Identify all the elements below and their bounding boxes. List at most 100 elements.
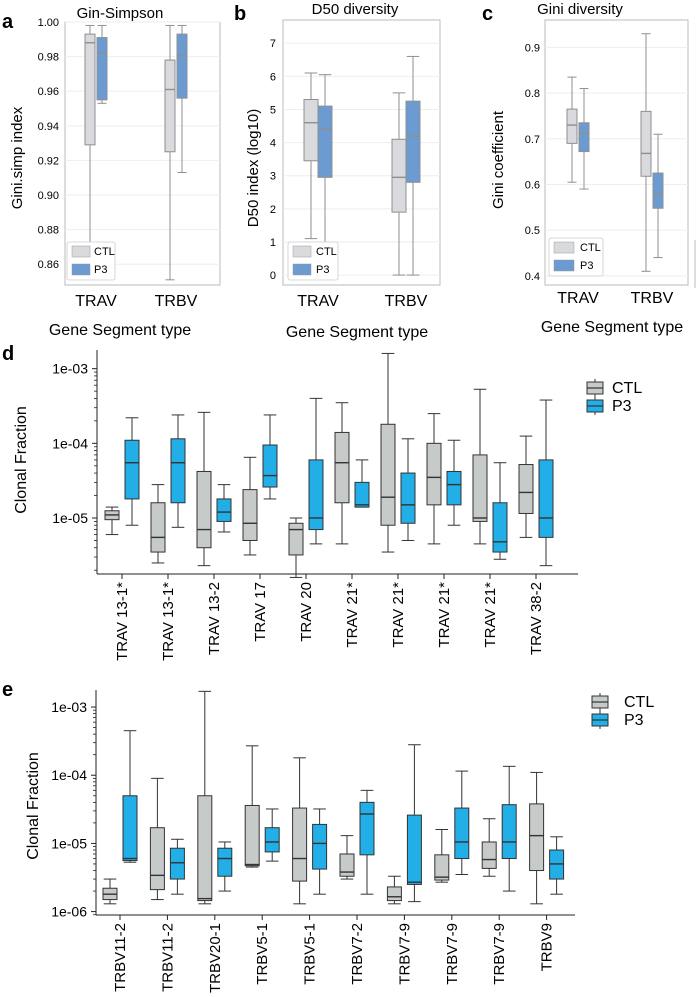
box-p3-4	[264, 808, 280, 862]
box-ctl-2	[149, 777, 165, 901]
y-tick-label: 1e-05	[52, 510, 88, 526]
y-tick-label: 0.9	[525, 42, 540, 54]
x-tick-label: TRAV 13-2	[206, 582, 223, 655]
box-ctl-10	[518, 435, 534, 538]
x-tick-label: TRBV20-1	[207, 923, 224, 993]
x-tick-label: TRAV	[297, 293, 339, 310]
legend-icon-p3-d	[586, 397, 604, 415]
box-ctl-10-iqr	[518, 464, 534, 514]
box-p3-7	[406, 744, 422, 903]
box-p3-1	[124, 417, 140, 526]
box-ctl-7	[386, 875, 402, 905]
legend-label-p3-e: P3	[624, 712, 644, 729]
box-ctl-3	[196, 411, 212, 567]
box-ctl-5-iqr	[292, 807, 308, 882]
box-ctl-7-iqr	[386, 886, 402, 902]
y-axis-label-e: Clonal Fraction	[25, 752, 42, 860]
legend-label-p3-c: P3	[580, 260, 593, 272]
legend-a: CTL P3	[66, 241, 116, 281]
legend-label-p3-b: P3	[316, 264, 329, 276]
box-ctl-8-iqr	[434, 854, 450, 881]
legend-icon-ctl-d	[586, 379, 604, 397]
box-p3-5	[308, 397, 324, 545]
box-ctl-trbv	[391, 92, 407, 276]
panel-label-d: d	[2, 343, 14, 365]
legend-label-ctl-b: CTL	[316, 246, 337, 258]
x-axis-label-a: Gene Segment type	[49, 322, 191, 339]
y-tick-label: 0.90	[38, 190, 59, 202]
x-tick-label: TRBV7-9	[444, 923, 461, 985]
box-p3-trav	[317, 74, 333, 246]
x-tick-label: TRBV7-9	[396, 923, 413, 985]
box-p3-1	[122, 730, 138, 863]
panel-b: b D50 diversity D50 index (log10) Gene S…	[234, 1, 441, 341]
y-tick-label: 1e-04	[52, 435, 88, 451]
x-tick-label: TRAV 20	[298, 582, 315, 642]
box-ctl-1	[104, 506, 120, 536]
box-ctl-trav	[566, 76, 578, 183]
x-tick-label: TRBV9	[539, 923, 556, 971]
box-p3-4	[262, 414, 278, 500]
panel-label-a: a	[2, 11, 14, 33]
legend-c: CTL P3	[548, 237, 604, 277]
box-p3-trav	[96, 24, 108, 104]
panel-e: e Clonal Fraction 1e-06 1e-05 1e-04 1e-03 T…	[2, 679, 654, 993]
box-p3-7-iqr	[400, 472, 416, 524]
panel-label-c: c	[482, 3, 493, 25]
x-tick-label: TRBV	[631, 290, 674, 307]
x-tick-label: TRBV5-1	[302, 923, 319, 985]
box-ctl-4	[242, 456, 258, 556]
box-ctl-2-iqr	[149, 827, 165, 891]
y-tick-label: 1e-06	[51, 904, 87, 920]
box-p3-2-iqr	[169, 847, 185, 880]
box-ctl-7	[380, 352, 396, 553]
box-ctl-6	[339, 835, 355, 880]
box-p3-trbv-iqr	[176, 33, 188, 99]
y-axis-label-b: D50 index (log10)	[245, 109, 262, 227]
box-p3-7-iqr	[406, 814, 422, 885]
box-p3-2	[169, 838, 185, 895]
y-tick-label: 0.88	[38, 225, 59, 237]
box-p3-trbv-iqr	[652, 172, 664, 209]
box-p3-9-iqr	[501, 804, 517, 860]
x-tick-label: TRBV7-2	[349, 923, 366, 985]
y-tick-label: 1e-05	[51, 835, 87, 851]
box-p3-2	[170, 414, 186, 528]
box-p3-10	[549, 836, 565, 895]
box-ctl-8	[434, 828, 450, 883]
box-ctl-trav-iqr	[566, 108, 578, 144]
x-tick-label: TRBV11-2	[112, 923, 129, 992]
box-ctl-10-iqr	[529, 803, 545, 872]
box-p3-trav	[578, 88, 590, 190]
plot-frame-c	[544, 19, 689, 286]
legend-swatch-ctl-c	[553, 241, 575, 254]
x-tick-label: TRAV 21*	[390, 582, 407, 648]
box-p3-4-iqr	[262, 444, 278, 488]
x-tick-label: TRAV 13-1*	[160, 582, 177, 661]
x-tick-label: TRAV 21*	[482, 582, 499, 648]
box-ctl-8-iqr	[426, 442, 442, 506]
box-ctl-5	[292, 757, 308, 905]
box-ctl-4-iqr	[244, 804, 260, 867]
box-ctl-1	[102, 878, 118, 905]
x-tick-label: TRAV	[75, 293, 117, 310]
box-p3-1-iqr	[124, 439, 140, 500]
box-p3-trbv	[405, 55, 421, 276]
box-ctl-8	[426, 413, 442, 545]
legend-swatch-ctl-b	[292, 245, 312, 258]
box-p3-3	[217, 841, 233, 892]
chart-title-a: Gin-Simpson	[77, 5, 164, 22]
legend-d: CTL P3	[586, 379, 642, 415]
legend-b: CTL P3	[287, 241, 339, 281]
x-tick-label: TRAV 13-1*	[114, 582, 131, 661]
x-tick-label: TRBV	[385, 293, 428, 310]
box-ctl-trbv-iqr	[391, 138, 407, 213]
legend-swatch-ctl-a	[71, 245, 91, 258]
panel-label-b: b	[234, 3, 246, 25]
box-ctl-trav	[84, 24, 96, 265]
box-ctl-2	[150, 484, 166, 564]
box-ctl-4	[244, 745, 260, 868]
box-ctl-trav-iqr	[84, 33, 96, 146]
y-tick-label: 1	[270, 237, 276, 249]
